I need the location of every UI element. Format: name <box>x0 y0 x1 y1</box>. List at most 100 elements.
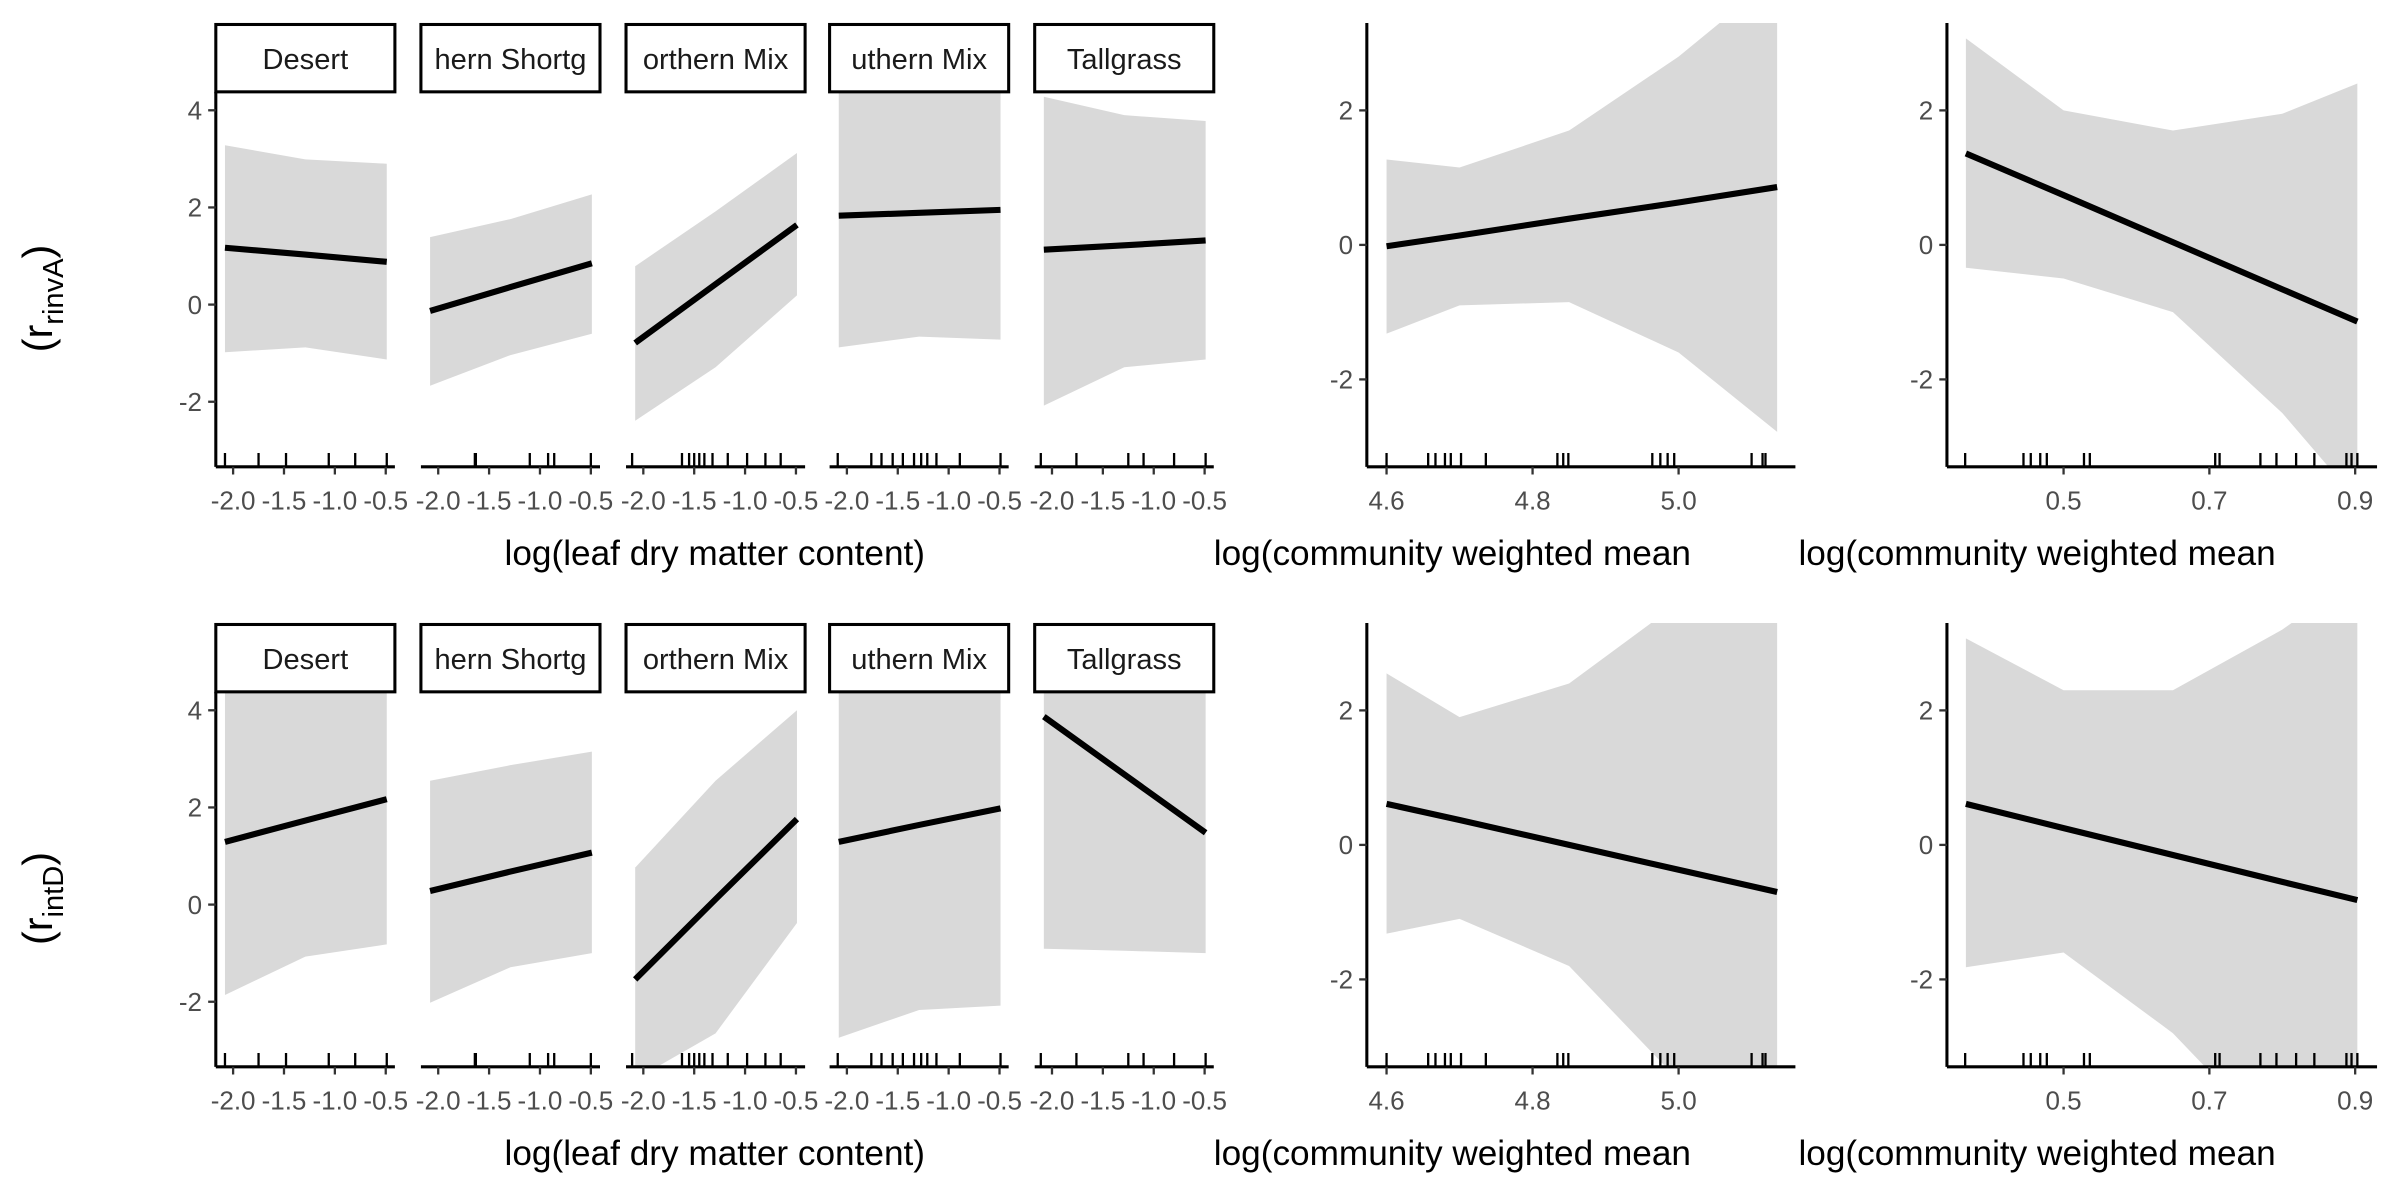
y-tick-label: -2 <box>179 387 202 417</box>
confidence-band <box>1043 691 1206 954</box>
x-tick-label: -1.5 <box>875 486 920 516</box>
x-tick-label: -2.0 <box>211 1086 256 1116</box>
strip-box <box>419 622 602 694</box>
strip-label: orthern Mix <box>643 44 789 76</box>
y-tick-label: -2 <box>1330 965 1353 995</box>
x-tick-label: -1.0 <box>518 486 563 516</box>
y-tick-label: 2 <box>1919 96 1933 126</box>
x-axis-title: log(community weighted mean <box>1798 534 2275 573</box>
strip-label: Desert <box>263 44 349 76</box>
x-tick-label: -1.0 <box>926 486 971 516</box>
strip-label: orthern Mix <box>643 644 789 676</box>
x-tick-label: -2.0 <box>824 1086 869 1116</box>
strip-box <box>828 622 1011 694</box>
x-tick-label: 4.6 <box>1368 1086 1404 1116</box>
y-tick-label: 0 <box>1919 830 1933 860</box>
y-tick-label: -2 <box>1330 365 1353 395</box>
x-tick-label: -1.0 <box>312 486 357 516</box>
x-tick-label: -1.0 <box>518 1086 563 1116</box>
x-tick-label: -0.5 <box>977 1086 1022 1116</box>
fit-line <box>1042 714 1208 836</box>
y-tick-label: 4 <box>188 95 202 125</box>
x-tick-label: -2.0 <box>1030 486 1075 516</box>
fit-line <box>429 849 593 894</box>
strip-box <box>1033 22 1216 94</box>
y-tick-label: 4 <box>188 695 202 725</box>
y-tick-label: -2 <box>1910 365 1933 395</box>
fit-line <box>429 260 593 314</box>
x-tick-label: 0.9 <box>2337 1086 2373 1116</box>
x-tick-label: -0.5 <box>363 486 408 516</box>
x-tick-label: -2.0 <box>416 1086 461 1116</box>
x-tick-label: -0.5 <box>1182 486 1227 516</box>
confidence-band <box>430 751 592 1003</box>
y-tick-label: 0 <box>1919 230 1933 260</box>
y-title-close: ) <box>15 852 61 866</box>
x-tick-label: -0.5 <box>977 486 1022 516</box>
x-tick-label: -0.5 <box>363 1086 408 1116</box>
strip-box <box>1033 622 1216 694</box>
x-tick-label: -2.0 <box>416 486 461 516</box>
x-tick-label: 5.0 <box>1661 1086 1697 1116</box>
y-tick-label: 0 <box>1339 230 1353 260</box>
x-tick-label: -2.0 <box>1030 1086 1075 1116</box>
x-tick-label: -2.0 <box>621 1086 666 1116</box>
x-tick-label: -1.0 <box>926 1086 971 1116</box>
y-title-sub: intD <box>38 866 70 918</box>
y-title-close: ) <box>15 245 61 259</box>
x-tick-label: -1.5 <box>875 1086 920 1116</box>
x-tick-label: 0.9 <box>2337 486 2373 516</box>
x-tick-label: -1.5 <box>672 1086 717 1116</box>
fit-line <box>633 816 800 982</box>
y-axis-title: (rrinvA) <box>15 245 70 353</box>
x-tick-label: -1.0 <box>312 1086 357 1116</box>
x-tick-label: -0.5 <box>774 1086 819 1116</box>
x-tick-label: -1.0 <box>723 486 768 516</box>
confidence-band <box>635 710 797 1067</box>
strip-box <box>419 22 602 94</box>
strip-box <box>624 622 807 694</box>
y-tick-label: 2 <box>188 193 202 223</box>
strip-label: hern Shortg <box>434 44 586 76</box>
x-tick-label: -2.0 <box>211 486 256 516</box>
fit-line <box>224 244 388 265</box>
x-tick-label: -1.5 <box>672 486 717 516</box>
confidence-band <box>1965 622 2358 1067</box>
strip-box <box>214 622 397 694</box>
x-tick-label: 0.7 <box>2191 1086 2227 1116</box>
fit-line <box>838 206 1001 219</box>
x-axis-title: log(community weighted mean <box>1798 1134 2275 1173</box>
x-tick-label: 0.5 <box>2045 1086 2081 1116</box>
strip-label: uthern Mix <box>851 644 987 676</box>
confidence-band <box>1965 38 2358 467</box>
x-tick-label: -2.0 <box>621 486 666 516</box>
x-tick-label: -1.5 <box>467 486 512 516</box>
x-tick-label: -1.5 <box>467 1086 512 1116</box>
y-tick-label: -2 <box>1910 965 1933 995</box>
x-tick-label: -0.5 <box>568 486 613 516</box>
x-tick-label: 0.5 <box>2045 486 2081 516</box>
y-tick-label: 0 <box>188 290 202 320</box>
x-tick-label: -1.5 <box>1080 486 1125 516</box>
x-tick-label: -1.0 <box>1131 1086 1176 1116</box>
y-tick-label: 2 <box>188 793 202 823</box>
x-tick-label: -1.0 <box>1131 486 1176 516</box>
y-title-main: (r <box>15 917 61 945</box>
x-tick-label: -1.5 <box>262 486 307 516</box>
x-axis-title: log(community weighted mean <box>1214 534 1691 573</box>
x-axis-title: log(leaf dry matter content) <box>505 1134 925 1173</box>
strip-label: Tallgrass <box>1067 44 1182 76</box>
x-tick-label: -0.5 <box>1182 1086 1227 1116</box>
fit-line <box>633 222 799 346</box>
fit-line <box>838 805 1002 845</box>
y-title-main: (r <box>15 324 61 352</box>
x-axis-title: log(community weighted mean <box>1214 1134 1691 1173</box>
x-tick-label: 0.7 <box>2191 486 2227 516</box>
strip-box <box>214 22 397 94</box>
x-axis-title: log(leaf dry matter content) <box>505 534 925 573</box>
confidence-band <box>224 691 387 995</box>
x-tick-label: -1.5 <box>262 1086 307 1116</box>
x-tick-label: -1.0 <box>723 1086 768 1116</box>
y-tick-label: 2 <box>1339 696 1353 726</box>
